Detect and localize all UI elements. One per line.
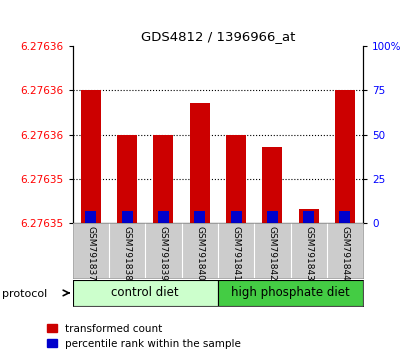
Bar: [190, 103, 210, 223]
FancyBboxPatch shape: [218, 280, 363, 306]
Bar: [158, 211, 169, 223]
Text: GSM791843: GSM791843: [304, 226, 313, 281]
Text: control diet: control diet: [112, 286, 179, 299]
Bar: [299, 209, 319, 223]
Text: GSM791841: GSM791841: [232, 226, 241, 281]
Text: protocol: protocol: [2, 289, 47, 299]
Bar: [154, 135, 173, 223]
Bar: [262, 147, 282, 223]
Text: GSM791837: GSM791837: [86, 226, 95, 281]
Bar: [231, 211, 242, 223]
Bar: [122, 211, 132, 223]
Text: GSM791844: GSM791844: [340, 226, 349, 280]
Bar: [117, 135, 137, 223]
FancyBboxPatch shape: [73, 280, 218, 306]
Bar: [303, 211, 314, 223]
Bar: [339, 211, 350, 223]
Title: GDS4812 / 1396966_at: GDS4812 / 1396966_at: [141, 30, 295, 44]
Text: GSM791838: GSM791838: [122, 226, 132, 281]
Bar: [226, 135, 246, 223]
Bar: [85, 211, 96, 223]
Text: GSM791842: GSM791842: [268, 226, 277, 280]
Bar: [81, 90, 101, 223]
Bar: [194, 211, 205, 223]
Text: GSM791839: GSM791839: [159, 226, 168, 281]
Text: high phosphate diet: high phosphate diet: [231, 286, 350, 299]
Text: GSM791840: GSM791840: [195, 226, 204, 281]
Bar: [267, 211, 278, 223]
Legend: transformed count, percentile rank within the sample: transformed count, percentile rank withi…: [47, 324, 242, 349]
Bar: [335, 90, 355, 223]
